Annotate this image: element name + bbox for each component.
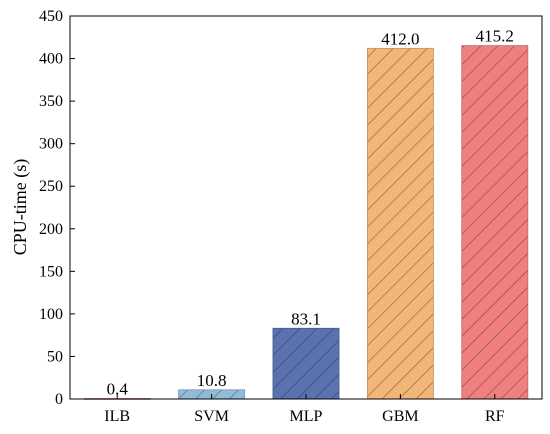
y-tick-label-0: 0 [55,391,63,408]
value-labels: 0.4 10.8 83.1 412.0 415.2 [107,27,514,399]
y-axis-title: CPU-time (s) [10,159,31,256]
y-tick-label-350: 350 [39,93,63,110]
bars [83,45,529,400]
y-tick-label-300: 300 [39,136,63,153]
value-label-rf: 415.2 [476,27,514,46]
x-tick-label-svm: SVM [194,408,229,425]
y-tick-label-200: 200 [39,221,63,238]
bar-mlp [272,327,340,400]
y-axis-ticks: 0 50 100 150 200 250 300 350 400 450 [39,8,75,408]
y-tick-label-250: 250 [39,178,63,195]
x-axis-ticks: ILB SVM MLP GBM RF [104,394,505,425]
y-tick-label-150: 150 [39,263,63,280]
value-label-ilb: 0.4 [107,380,129,399]
y-tick-label-450: 450 [39,8,63,25]
y-tick-label-400: 400 [39,51,63,68]
y-tick-label-100: 100 [39,306,63,323]
x-tick-label-mlp: MLP [290,408,323,425]
value-label-mlp: 83.1 [291,309,321,328]
value-label-svm: 10.8 [197,371,227,390]
y-tick-label-50: 50 [47,348,63,365]
bar-rf [461,45,529,400]
x-tick-label-gbm: GBM [382,408,418,425]
x-tick-label-ilb: ILB [104,408,130,425]
bar-gbm [366,47,434,400]
value-label-gbm: 412.0 [381,29,419,48]
x-tick-label-rf: RF [485,408,505,425]
